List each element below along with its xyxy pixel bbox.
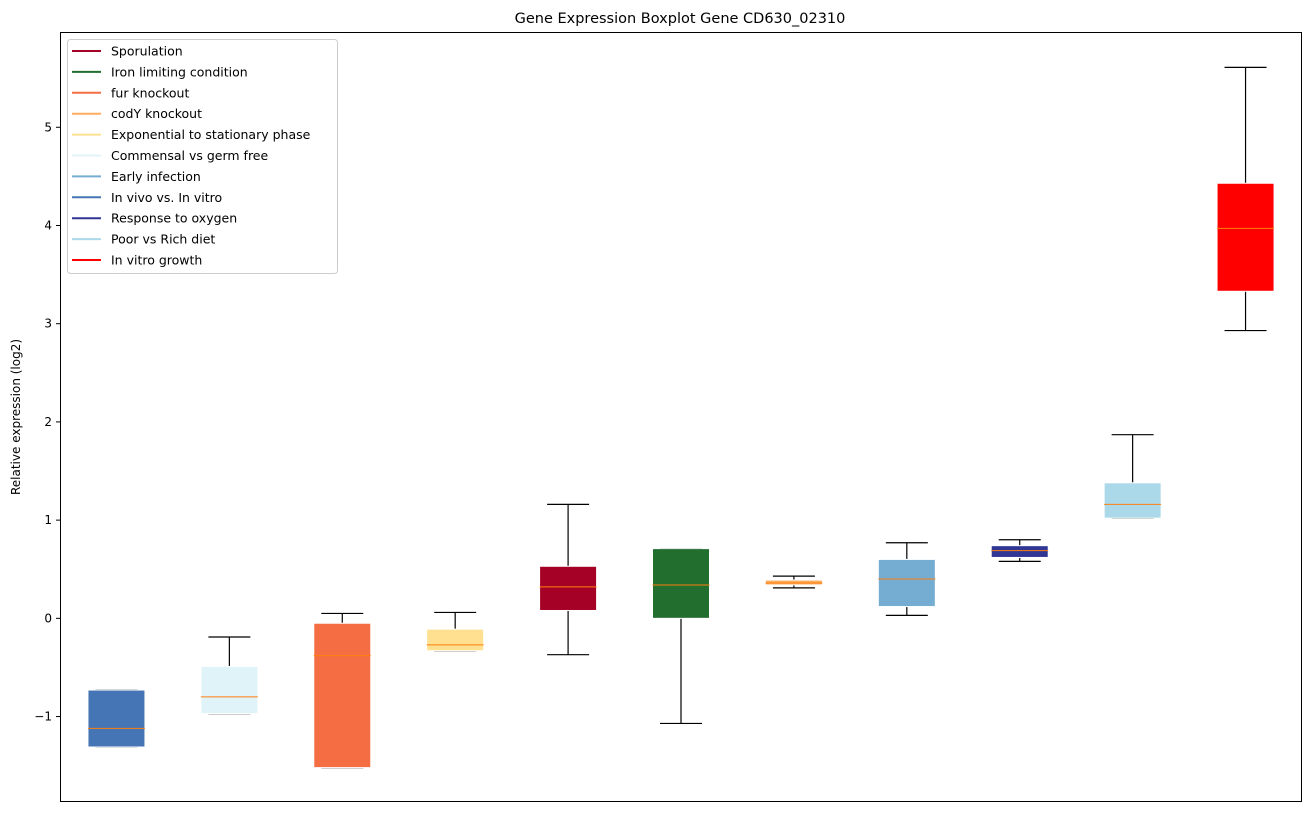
box-poor-vs-rich-diet (1103, 434, 1162, 519)
legend: Sporulation Iron limiting condition fur kn… (67, 39, 338, 274)
legend-label: Early infection (111, 169, 201, 184)
box-body (87, 689, 146, 748)
box-iron-limiting-condition (652, 548, 710, 725)
legend-label: Response to oxygen (111, 211, 237, 226)
legend-label: Exponential to stationary phase (111, 127, 311, 142)
box-body (200, 665, 259, 715)
legend-label: In vivo vs. In vitro (111, 190, 222, 205)
plot-frame (60, 32, 1302, 802)
box-in-vivo-vs-in-vitro (87, 689, 146, 748)
box-body (313, 622, 372, 769)
legend-label: codY knockout (111, 106, 202, 121)
legend-item: In vitro growth (72, 253, 202, 268)
box-commensal-vs-germ-free (200, 636, 259, 715)
legend-item: Response to oxygen (72, 211, 237, 226)
y-tick-label: 2 (44, 415, 52, 429)
box-body (652, 548, 710, 619)
legend-label: fur knockout (111, 85, 189, 100)
box-fur-knockout (313, 612, 372, 769)
box-cody-knockout (764, 575, 823, 589)
legend-item: fur knockout (72, 85, 189, 100)
legend-item: Sporulation (72, 44, 183, 59)
y-tick-label: 4 (44, 218, 52, 232)
legend-label: In vitro growth (111, 253, 202, 268)
box-body (1216, 182, 1275, 292)
y-axis-label: Relative expression (log2) (9, 339, 23, 495)
legend-item: codY knockout (72, 106, 202, 121)
legend-item: Commensal vs germ free (72, 148, 268, 163)
legend-item: Early infection (72, 169, 201, 184)
box-body (990, 545, 1049, 558)
box-response-to-oxygen (990, 539, 1049, 562)
y-tick-label: 0 (44, 611, 52, 625)
y-tick-label: −1 (34, 710, 52, 724)
legend-item: In vivo vs. In vitro (72, 190, 222, 205)
box-exponential-to-stationary-phase (426, 611, 485, 652)
box-body (1103, 482, 1162, 519)
legend-item: Poor vs Rich diet (72, 232, 215, 247)
legend-label: Poor vs Rich diet (111, 232, 215, 247)
chart-title: Gene Expression Boxplot Gene CD630_02310 (515, 11, 846, 27)
legend-label: Commensal vs germ free (111, 148, 268, 163)
y-tick-label: 5 (44, 120, 52, 134)
box-body (426, 628, 485, 652)
legend-label: Iron limiting condition (111, 64, 248, 79)
box-in-vitro-growth (1216, 66, 1275, 332)
legend-item: Exponential to stationary phase (72, 127, 311, 142)
legend-frame (67, 39, 338, 274)
box-early-infection (877, 542, 936, 616)
y-axis: −1 0 1 2 3 4 5 (34, 120, 60, 724)
y-tick-label: 1 (44, 513, 52, 527)
box-body (539, 565, 598, 611)
boxes (87, 66, 1275, 769)
legend-item: Iron limiting condition (72, 64, 248, 79)
box-body (877, 558, 936, 608)
box-sporulation (539, 503, 598, 656)
legend-label: Sporulation (111, 44, 183, 59)
y-tick-label: 3 (44, 317, 52, 331)
